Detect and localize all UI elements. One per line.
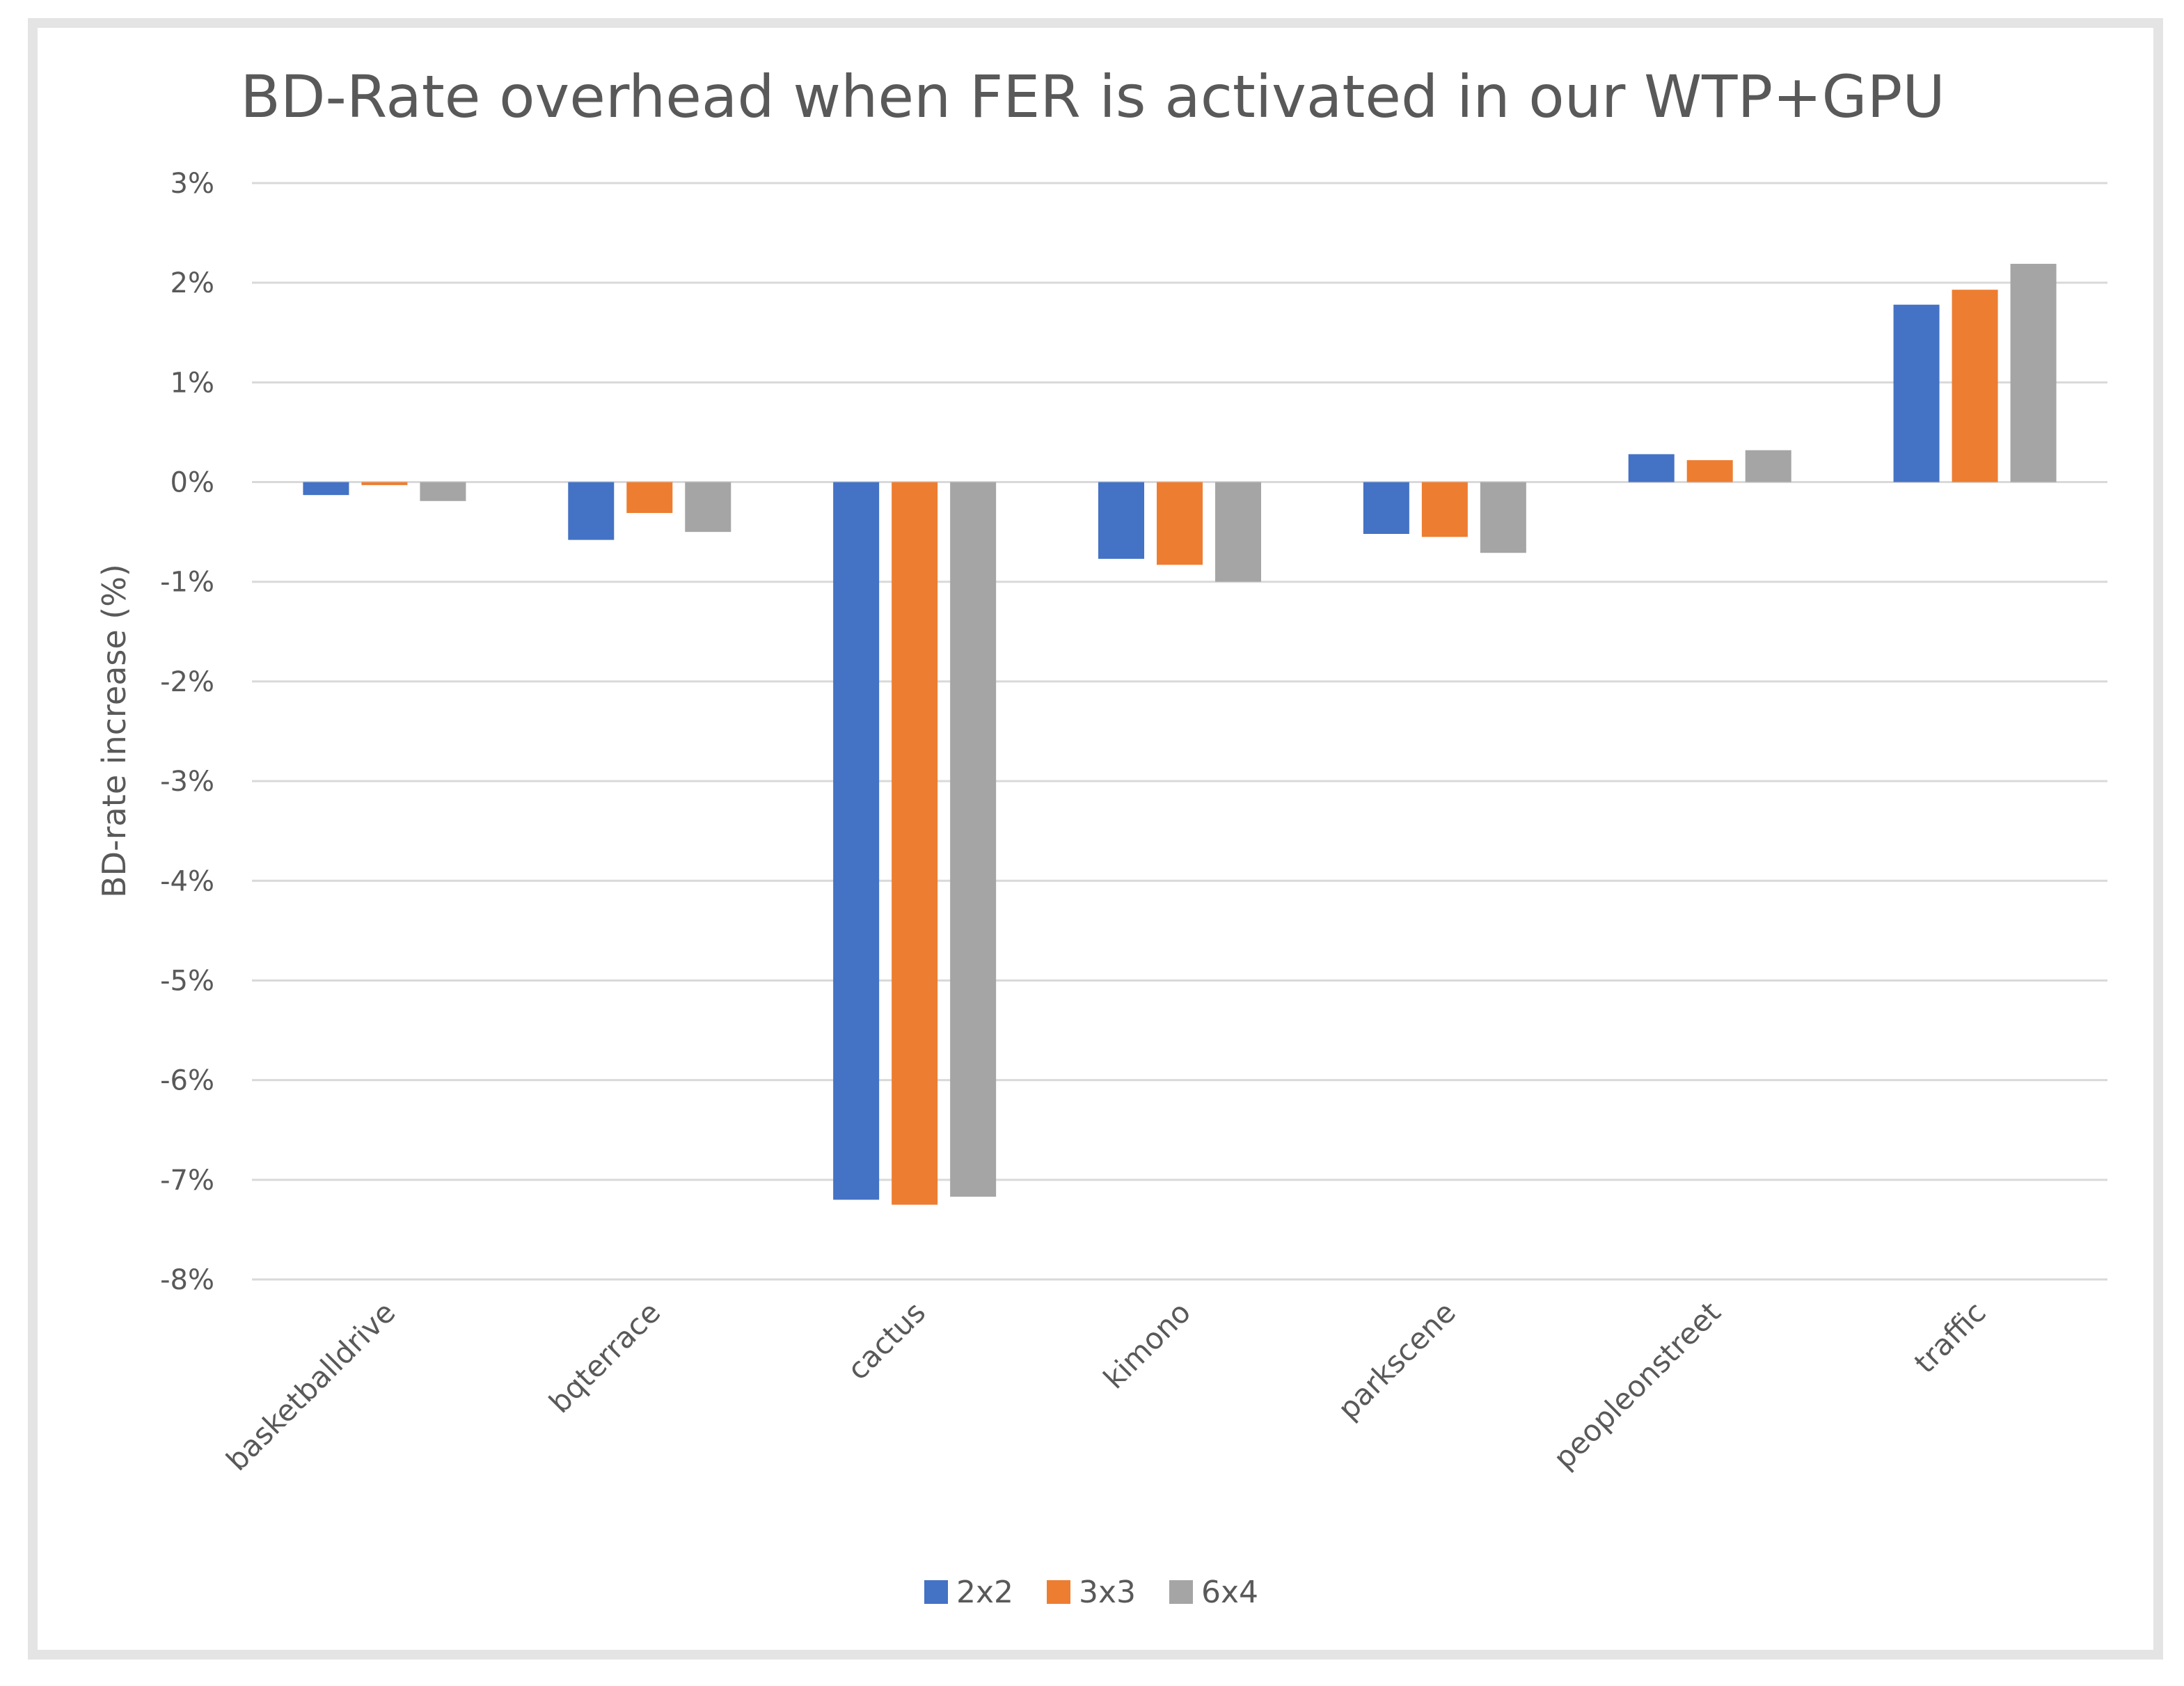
y-axis-ticks: 3% 2% 1% 0% -1% -2% -3% -4% -5% -6% -7% -8% (160, 168, 214, 1296)
bar-6x4-bqterrace (685, 482, 731, 533)
bar-6x4-parkscene (1480, 482, 1526, 553)
x-category-label: bqterrace (542, 1295, 667, 1419)
bar-2x2-peopleonstreet (1628, 454, 1675, 482)
y-tick-label: 2% (171, 267, 214, 299)
bar-3x3-bqterrace (626, 482, 673, 513)
y-axis-label: BD-rate increase (%) (95, 564, 133, 898)
bar-6x4-cactus (950, 482, 997, 1197)
y-tick-label: -2% (160, 666, 214, 698)
x-category-label: peopleonstreet (1547, 1295, 1727, 1475)
bar-3x3-parkscene (1421, 482, 1468, 537)
y-tick-label: 0% (171, 467, 214, 499)
x-category-label: parkscene (1331, 1295, 1462, 1426)
bar-2x2-bqterrace (568, 482, 615, 540)
legend-swatch-2x2 (924, 1580, 948, 1604)
y-tick-label: 3% (171, 168, 214, 200)
bar-3x3-kimono (1157, 482, 1203, 565)
bar-2x2-traffic (1893, 304, 1940, 482)
bar-2x2-kimono (1098, 482, 1144, 559)
legend-label-2x2: 2x2 (956, 1575, 1013, 1610)
y-tick-label: -7% (160, 1165, 214, 1197)
bar-2x2-cactus (833, 482, 880, 1200)
legend-swatch-6x4 (1169, 1580, 1193, 1604)
legend-label-3x3: 3x3 (1079, 1575, 1136, 1610)
gridlines (252, 182, 2107, 1281)
bar-3x3-basketballdrive (361, 482, 408, 485)
chart-frame (28, 18, 2163, 1660)
bar-2x2-basketballdrive (303, 482, 349, 496)
bars (303, 263, 2057, 1205)
bar-3x3-cactus (892, 482, 938, 1205)
y-tick-label: -1% (160, 567, 214, 599)
bar-2x2-parkscene (1363, 482, 1409, 534)
y-tick-label: -4% (160, 865, 214, 897)
y-tick-label: -3% (160, 766, 214, 798)
legend: 2x2 3x3 6x4 (924, 1575, 1258, 1610)
x-category-label: basketballdrive (220, 1295, 402, 1477)
bar-6x4-peopleonstreet (1745, 450, 1791, 482)
chart-title: BD-Rate overhead when FER is activated i… (240, 63, 1945, 131)
bar-3x3-traffic (1952, 290, 1998, 482)
x-category-label: traffic (1908, 1295, 1993, 1380)
legend-swatch-3x3 (1047, 1580, 1070, 1604)
bar-3x3-peopleonstreet (1686, 460, 1733, 482)
y-tick-label: 1% (171, 367, 214, 399)
y-tick-label: -6% (160, 1065, 214, 1097)
legend-label-6x4: 6x4 (1201, 1575, 1258, 1610)
x-axis-category-labels: basketballdrive bqterrace cactus kimono park… (220, 1295, 1993, 1477)
x-category-label: kimono (1097, 1295, 1197, 1395)
x-category-label: cactus (841, 1295, 932, 1386)
bar-6x4-traffic (2010, 263, 2057, 482)
bar-6x4-kimono (1215, 482, 1261, 582)
bar-6x4-basketballdrive (420, 482, 466, 501)
y-tick-label: -8% (160, 1264, 214, 1296)
y-tick-label: -5% (160, 965, 214, 997)
